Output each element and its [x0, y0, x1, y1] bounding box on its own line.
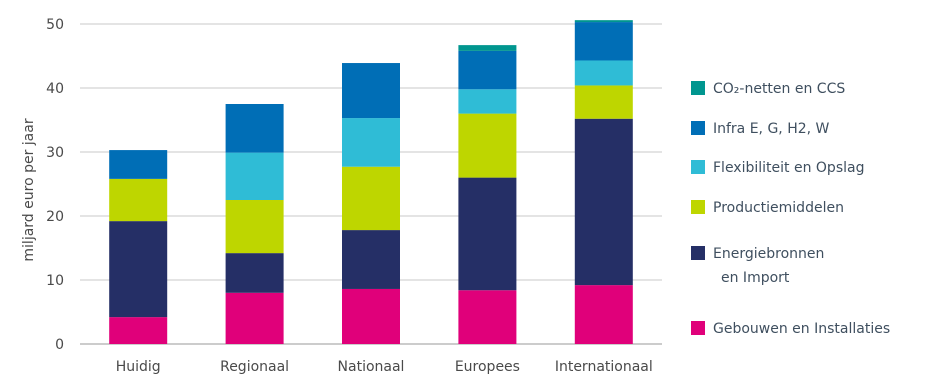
- bars: [109, 20, 633, 344]
- bar-segment: [458, 45, 517, 51]
- y-axis-label: miljard euro per jaar: [21, 118, 37, 261]
- legend-swatch: [691, 246, 705, 260]
- y-tick-label: 30: [46, 145, 64, 161]
- bar-segment: [225, 292, 284, 344]
- legend-swatch: [691, 121, 705, 135]
- legend-swatch: [691, 321, 705, 335]
- bar-segment: [109, 221, 168, 318]
- bar-segment: [109, 150, 168, 179]
- bar-segment: [109, 178, 168, 222]
- x-category-label: Regionaal: [220, 359, 289, 375]
- y-tick-label: 0: [55, 337, 64, 353]
- bar-segment: [225, 253, 284, 293]
- x-category-label: Nationaal: [338, 359, 405, 375]
- bar-segment: [458, 290, 517, 344]
- legend-label: Infra E, G, H2, W: [713, 121, 830, 137]
- bar-segment: [225, 200, 284, 254]
- x-category-label: Europees: [455, 359, 520, 375]
- bar-segment: [342, 63, 400, 119]
- bar-segment: [458, 50, 517, 90]
- bar-segment: [109, 317, 168, 344]
- bar-segment: [342, 288, 400, 344]
- bar-segment: [574, 285, 633, 344]
- bar-segment: [574, 85, 633, 119]
- bar-segment: [225, 152, 284, 200]
- bar-segment: [225, 104, 284, 153]
- bar-segment: [574, 22, 633, 61]
- x-category-label: Internationaal: [555, 359, 653, 375]
- legend-label: Energiebronnen: [713, 246, 824, 262]
- legend: CO₂-netten en CCS Infra E, G, H2, W Flexib…: [691, 81, 890, 337]
- y-tick-label: 50: [46, 17, 64, 33]
- bar-segment: [342, 118, 400, 167]
- x-category-label: Huidig: [116, 359, 161, 375]
- y-axis-ticks: 0 10 20 30 40 50: [46, 17, 64, 353]
- bar-segment: [574, 60, 633, 86]
- bar-segment: [458, 177, 517, 291]
- y-tick-label: 20: [46, 209, 64, 225]
- legend-swatch: [691, 200, 705, 214]
- legend-swatch: [691, 81, 705, 95]
- legend-label: Productiemiddelen: [713, 200, 844, 216]
- legend-label: en Import: [721, 270, 790, 286]
- legend-label: Gebouwen en Installaties: [713, 321, 890, 337]
- bar-segment: [458, 89, 517, 114]
- x-axis-categories: Huidig Regionaal Nationaal Europees Internat…: [116, 359, 653, 375]
- bar-segment: [342, 166, 400, 231]
- y-tick-label: 10: [46, 273, 64, 289]
- legend-label: CO₂-netten en CCS: [713, 81, 845, 97]
- bar-segment: [574, 20, 633, 23]
- legend-label: Flexibiliteit en Opslag: [713, 160, 864, 176]
- legend-swatch: [691, 160, 705, 174]
- bar-segment: [574, 118, 633, 286]
- bar-segment: [458, 113, 517, 178]
- y-tick-label: 40: [46, 81, 64, 97]
- bar-segment: [342, 230, 400, 289]
